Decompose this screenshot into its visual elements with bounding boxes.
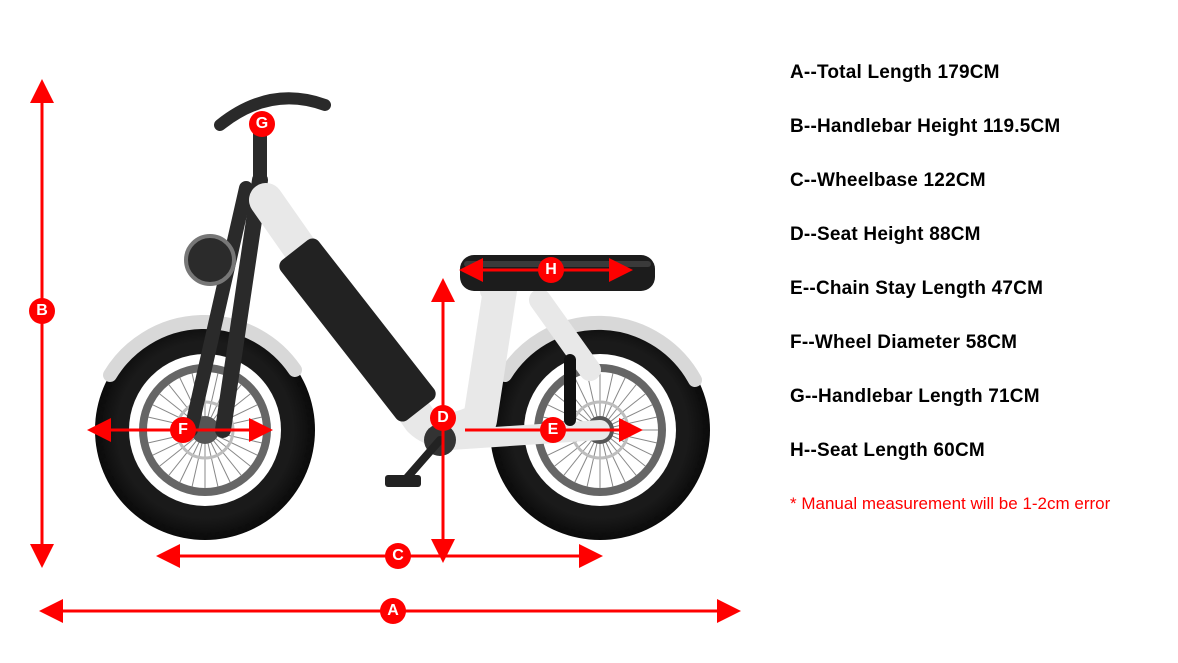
legend-row: H--Seat Length 60CM: [790, 440, 1170, 462]
legend-value: 60CM: [933, 440, 984, 461]
legend-row: F--Wheel Diameter 58CM: [790, 332, 1170, 354]
dimension-label-F: F: [170, 417, 196, 443]
dimension-label-G: G: [249, 111, 275, 137]
legend-code: F: [790, 332, 802, 353]
legend-code: A: [790, 62, 804, 83]
legend-row: C--Wheelbase 122CM: [790, 170, 1170, 192]
legend-code: G: [790, 386, 805, 407]
legend-row: B--Handlebar Height 119.5CM: [790, 116, 1170, 138]
legend-name: Seat Length: [817, 440, 928, 461]
legend-code: B: [790, 116, 804, 137]
dimension-label-C: C: [385, 543, 411, 569]
legend-name: Handlebar Length: [818, 386, 983, 407]
legend-code: D: [790, 224, 804, 245]
legend-name: Wheelbase: [817, 170, 918, 191]
legend-row: A--Total Length 179CM: [790, 62, 1170, 84]
legend-value: 122CM: [924, 170, 986, 191]
legend-value: 71CM: [988, 386, 1039, 407]
legend-name: Total Length: [817, 62, 932, 83]
legend-name: Seat Height: [817, 224, 924, 245]
specs-legend: A--Total Length 179CM B--Handlebar Height…: [790, 62, 1170, 514]
dimension-label-D: D: [430, 405, 456, 431]
legend-row: D--Seat Height 88CM: [790, 224, 1170, 246]
legend-row: E--Chain Stay Length 47CM: [790, 278, 1170, 300]
legend-code: C: [790, 170, 804, 191]
legend-note: * Manual measurement will be 1-2cm error: [790, 494, 1170, 514]
legend-value: 47CM: [992, 278, 1043, 299]
dimension-label-B: B: [29, 298, 55, 324]
legend-code: H: [790, 440, 804, 461]
legend-value: 88CM: [929, 224, 980, 245]
dimension-label-E: E: [540, 417, 566, 443]
dimension-label-H: H: [538, 257, 564, 283]
diagram-canvas: A B C D E F G H A--Total Length 179CM B--Handleb…: [0, 0, 1178, 663]
legend-row: G--Handlebar Length 71CM: [790, 386, 1170, 408]
legend-value: 58CM: [966, 332, 1017, 353]
legend-value: 119.5CM: [983, 116, 1060, 137]
legend-value: 179CM: [937, 62, 999, 83]
legend-name: Wheel Diameter: [815, 332, 960, 353]
dimension-label-A: A: [380, 598, 406, 624]
legend-name: Chain Stay Length: [816, 278, 986, 299]
legend-name: Handlebar Height: [817, 116, 978, 137]
legend-code: E: [790, 278, 803, 299]
bike-illustration: [70, 80, 750, 560]
